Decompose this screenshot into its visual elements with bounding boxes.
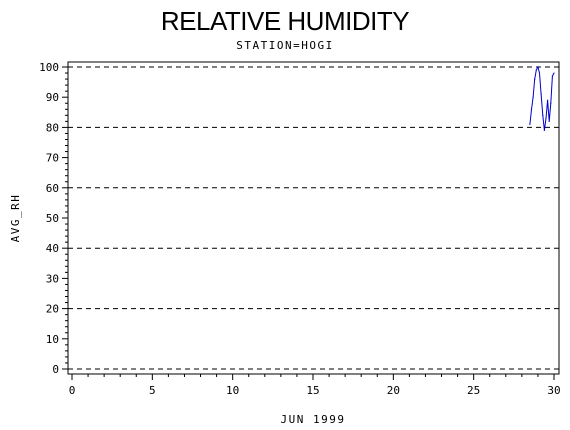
y-tick-label: 100 [39, 61, 59, 74]
y-tick-label: 80 [46, 121, 59, 134]
y-tick-label: 40 [46, 242, 59, 255]
data-point [543, 129, 545, 132]
data-point [550, 102, 552, 104]
data-point [540, 93, 542, 95]
data-point [538, 72, 541, 74]
chart-title: RELATIVE HUMIDITY [161, 6, 409, 36]
x-tick-label: 20 [387, 384, 400, 397]
y-tick-label: 50 [46, 212, 59, 225]
y-tick-label: 30 [46, 272, 59, 285]
data-point [546, 99, 549, 101]
plot-frame [67, 61, 560, 375]
data-point [553, 72, 555, 74]
data-point [545, 117, 547, 119]
y-axis-ticks: 0 10 20 30 40 50 60 70 80 90 100 [39, 61, 68, 376]
data-series [529, 65, 555, 132]
y-tick-label: 70 [46, 152, 59, 165]
x-tick-label: 25 [467, 384, 480, 397]
x-tick-label: 15 [306, 384, 319, 397]
data-point [534, 78, 536, 80]
data-point [537, 66, 539, 68]
data-point [532, 96, 534, 98]
grid-lines [68, 66, 559, 370]
y-tick-label: 60 [46, 182, 59, 195]
y-tick-label: 10 [46, 333, 59, 346]
x-tick-label: 10 [226, 384, 239, 397]
y-tick-label: 90 [46, 91, 59, 104]
data-point [535, 69, 537, 71]
x-tick-label: 5 [149, 384, 156, 397]
chart-subtitle: STATION=HOGI [236, 39, 333, 52]
x-tick-label: 30 [547, 384, 560, 397]
data-point [548, 120, 550, 122]
y-tick-label: 20 [46, 303, 59, 316]
y-tick-label: 0 [52, 363, 59, 376]
data-point [529, 123, 531, 125]
y-axis-label: AVG_RH [9, 194, 22, 243]
data-point [542, 114, 544, 116]
x-axis-label: JUN 1999 [281, 413, 346, 426]
x-tick-label: 0 [69, 384, 76, 397]
series-line-0 [529, 65, 555, 131]
data-point [530, 108, 533, 110]
data-point [551, 75, 553, 77]
x-axis-ticks: 0 5 10 15 20 25 30 [69, 374, 561, 397]
